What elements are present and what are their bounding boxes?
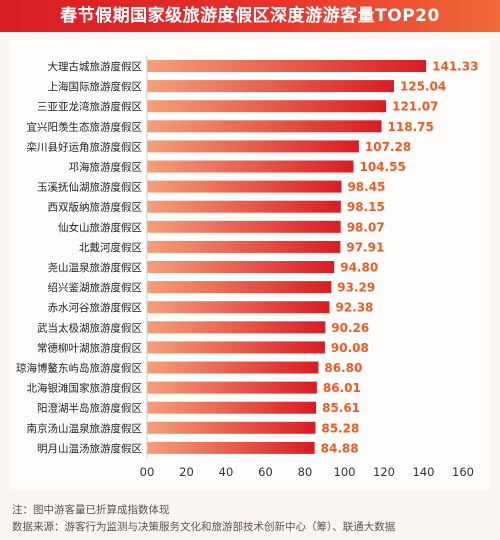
category-label: 赤水河谷旅游度假区: [48, 301, 143, 314]
value-label: 85.61: [322, 401, 360, 415]
value-label: 97.91: [346, 240, 384, 254]
category-label: 宜兴阳羡生态旅游度假区: [27, 120, 143, 133]
value-label: 125.04: [400, 80, 446, 94]
bar: [147, 60, 427, 72]
value-label: 107.28: [365, 140, 411, 154]
value-label: 92.38: [335, 301, 373, 315]
category-label: 三亚亚龙湾旅游度假区: [37, 100, 142, 113]
bar: [147, 361, 319, 374]
category-label: 北海银滩国家旅游度假区: [27, 382, 143, 395]
bar: [147, 80, 394, 93]
category-label: 邛海旅游度假区: [69, 161, 143, 174]
category-label: 阳澄湖半岛旅游度假区: [37, 402, 142, 415]
footnote: 注：图中游客量已折算成指数体现: [12, 504, 170, 516]
bar: [147, 100, 387, 113]
bar: [147, 180, 342, 193]
bar: [147, 301, 330, 314]
x-tick-label: 60: [258, 465, 273, 479]
category-label: 西双版纳旅游度假区: [48, 201, 143, 214]
bar: [147, 120, 382, 133]
bar: [147, 441, 315, 454]
bar: [147, 160, 354, 173]
bar: [147, 341, 325, 354]
data-source: 数据来源：游客行为监测与决策服务文化和旅游部技术创新中心（筹）、联通大数据: [12, 521, 396, 533]
value-label: 90.08: [331, 341, 369, 355]
title-banner: [0, 0, 500, 32]
bar: [147, 140, 359, 153]
chart-title: 春节假期国家级旅游度假区深度游游客量TOP20: [60, 6, 440, 26]
category-label: 尧山温泉旅游度假区: [48, 261, 143, 274]
x-tick-label: 80: [298, 465, 313, 479]
value-label: 86.01: [323, 381, 361, 395]
value-label: 90.26: [331, 321, 369, 335]
value-label: 94.80: [340, 261, 378, 275]
category-label: 南京汤山温泉旅游度假区: [27, 422, 143, 435]
value-label: 86.80: [324, 361, 362, 375]
category-label: 玉溪抚仙湖旅游度假区: [37, 181, 142, 194]
value-label: 141.33: [432, 60, 478, 74]
value-label: 104.55: [359, 160, 405, 174]
category-label: 大理古城旅游度假区: [48, 60, 143, 73]
category-label: 栾川县好运角旅游度假区: [27, 140, 143, 153]
bar: [147, 401, 317, 414]
bar: [147, 281, 332, 294]
value-label: 93.29: [337, 281, 375, 295]
category-label: 琼海博鳌东屿岛旅游度假区: [16, 362, 142, 375]
bar: [147, 421, 316, 434]
category-label: 武当太极湖旅游度假区: [37, 321, 142, 334]
category-label: 北戴河度假区: [79, 241, 142, 254]
bar: [147, 261, 335, 273]
x-tick-label: 140: [413, 465, 435, 479]
bar: [147, 240, 341, 253]
bar-chart: 大理古城旅游度假区 141.33 上海国际旅游度假区 125.04 三亚亚龙湾旅游度假区…: [16, 56, 478, 479]
x-tick-label: 160: [452, 465, 474, 479]
category-label: 常德柳叶湖旅游度假区: [37, 341, 142, 354]
category-label: 绍兴鉴湖旅游度假区: [48, 281, 143, 294]
x-tick-label: 00: [140, 465, 155, 479]
value-label: 85.28: [321, 421, 359, 435]
value-label: 118.75: [388, 120, 434, 134]
bar: [147, 321, 326, 334]
value-label: 98.15: [347, 200, 385, 214]
category-label: 仙女山旅游度假区: [58, 221, 142, 234]
category-label: 明月山温汤旅游度假区: [37, 442, 142, 455]
x-tick-label: 20: [179, 465, 194, 479]
value-label: 121.07: [392, 100, 438, 114]
bar: [147, 220, 341, 233]
x-tick-label: 120: [373, 465, 395, 479]
value-label: 98.45: [347, 180, 385, 194]
category-label: 上海国际旅游度假区: [48, 80, 143, 93]
bar: [147, 200, 341, 213]
bar: [147, 381, 317, 394]
value-label: 98.07: [347, 220, 385, 234]
value-label: 84.88: [321, 441, 359, 455]
x-tick-label: 40: [219, 465, 234, 479]
x-tick-label: 100: [334, 465, 356, 479]
